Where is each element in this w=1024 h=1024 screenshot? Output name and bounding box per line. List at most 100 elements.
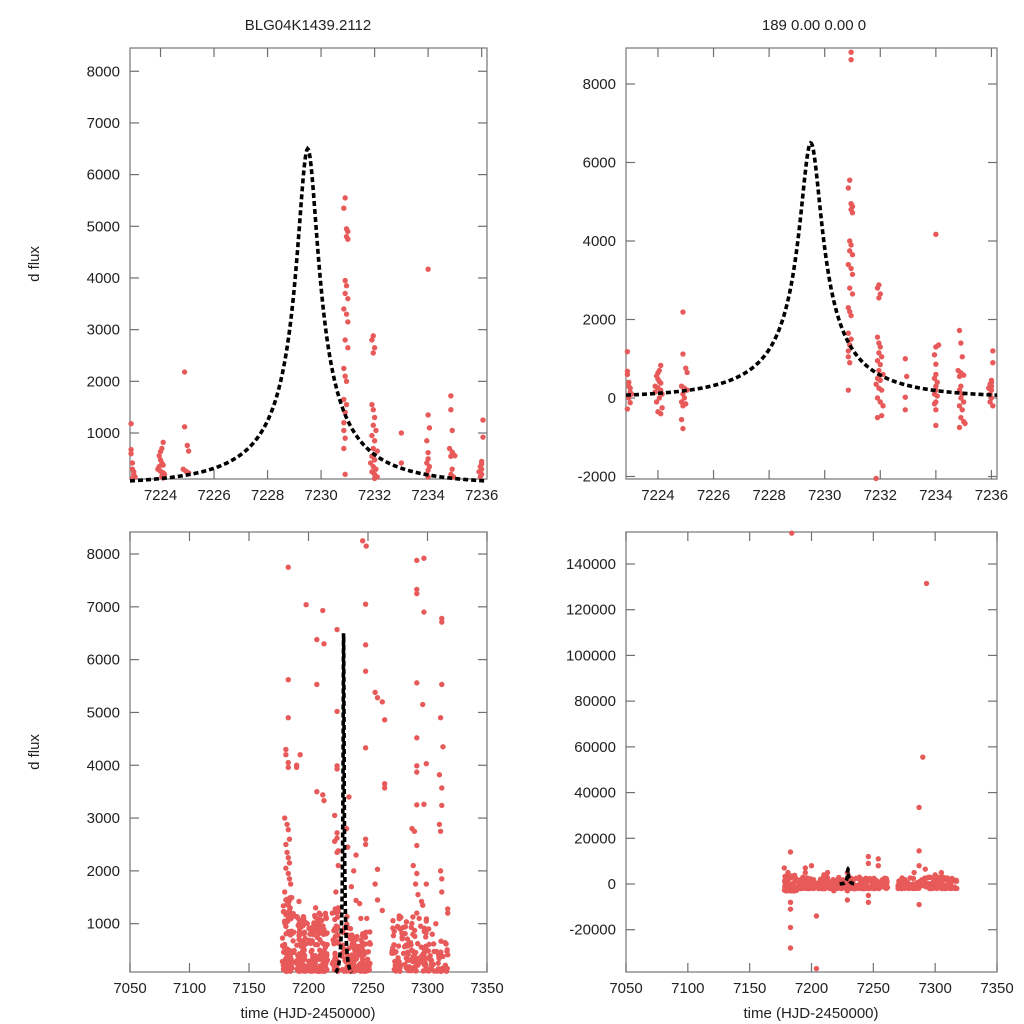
data-point <box>414 557 420 564</box>
data-point <box>923 580 930 587</box>
data-point <box>931 401 938 407</box>
data-point <box>390 917 396 924</box>
panel-bottom-right: 7050 7100 7150 7200 7250 7300 7350 -20000 0 20000… <box>566 530 1014 997</box>
data-point <box>865 899 872 905</box>
data-point <box>987 399 993 405</box>
data-point <box>848 265 854 272</box>
data-point <box>324 951 330 957</box>
x-tick-label: 7228 <box>251 487 284 504</box>
data-point <box>423 934 429 940</box>
data-point <box>874 414 881 421</box>
data-point <box>333 910 340 916</box>
data-point <box>370 407 376 413</box>
data-point <box>414 842 420 849</box>
data-point <box>787 924 794 931</box>
data-point <box>845 185 852 191</box>
data-point <box>847 359 853 366</box>
data-point <box>320 928 326 935</box>
data-point <box>437 828 444 834</box>
title-top-left: BLG04K1439.2112 <box>245 17 372 34</box>
x-tick-label: 7224 <box>641 487 674 504</box>
xlabel-bottom-right: time (HJD-2450000) <box>743 1005 878 1022</box>
plot-frame <box>129 47 488 480</box>
data-point <box>848 49 854 55</box>
data-point <box>309 947 315 953</box>
x-tick-label: 7236 <box>975 487 1008 504</box>
data-point <box>357 961 363 967</box>
data-point <box>933 231 939 238</box>
x-tick-label: 7226 <box>697 487 730 504</box>
data-point <box>343 283 350 289</box>
data-point <box>877 879 883 886</box>
data-point <box>373 466 379 472</box>
data-point <box>280 909 287 915</box>
data-point <box>787 945 794 951</box>
data-point <box>439 619 445 625</box>
data-point <box>848 336 854 342</box>
data-point <box>362 930 368 937</box>
data-point <box>341 205 347 211</box>
model-curve <box>839 865 857 886</box>
data-point <box>845 387 852 393</box>
data-point <box>421 555 427 561</box>
data-point <box>938 869 945 876</box>
data-point <box>800 874 806 880</box>
data-point <box>285 764 291 771</box>
data-point <box>434 968 440 974</box>
data-point <box>279 935 286 941</box>
x-tick-label: 7234 <box>919 487 952 504</box>
y-tick-label: 6000 <box>87 652 120 669</box>
data-point <box>658 362 664 369</box>
data-point <box>439 802 445 809</box>
data-point <box>877 361 883 368</box>
data-point <box>366 967 372 973</box>
data-point <box>395 943 402 949</box>
data-point <box>873 381 879 387</box>
data-point <box>421 950 427 956</box>
data-point <box>342 471 348 478</box>
data-point <box>880 403 886 409</box>
data-point <box>352 936 359 943</box>
data-point <box>353 897 359 904</box>
y-tick-label: 20000 <box>574 830 616 847</box>
data-point <box>659 405 665 411</box>
data-point <box>445 906 451 912</box>
data-point <box>364 915 370 922</box>
data-point <box>281 943 287 950</box>
data-point <box>287 881 294 887</box>
data-point <box>399 936 405 942</box>
data-point <box>808 863 815 869</box>
data-point <box>878 354 885 360</box>
data-point <box>307 940 314 947</box>
y-tick-label: 4000 <box>87 270 120 287</box>
data-point <box>448 393 454 399</box>
data-point <box>343 378 350 385</box>
data-layer <box>128 145 488 483</box>
data-point <box>430 941 437 947</box>
y-tick-label: 2000 <box>583 311 616 328</box>
data-point <box>848 312 854 319</box>
data-point <box>331 838 338 844</box>
data-point <box>787 899 794 905</box>
data-point <box>681 395 688 401</box>
data-point <box>865 853 872 860</box>
data-point <box>301 947 307 953</box>
data-point <box>956 403 963 409</box>
data-point <box>345 844 351 850</box>
data-point <box>330 937 336 943</box>
data-point <box>944 877 951 884</box>
data-point <box>402 961 408 968</box>
data-point <box>933 383 939 389</box>
y-tick-label: 1000 <box>87 916 120 933</box>
data-point <box>321 797 327 804</box>
data-point <box>436 772 443 778</box>
data-point <box>865 892 872 899</box>
data-point <box>439 681 445 688</box>
data-point <box>424 438 430 444</box>
data-point <box>935 342 942 348</box>
data-point <box>876 367 882 374</box>
data-point <box>367 940 373 946</box>
data-point <box>916 848 922 854</box>
data-point <box>351 868 357 874</box>
data-point <box>322 944 329 950</box>
